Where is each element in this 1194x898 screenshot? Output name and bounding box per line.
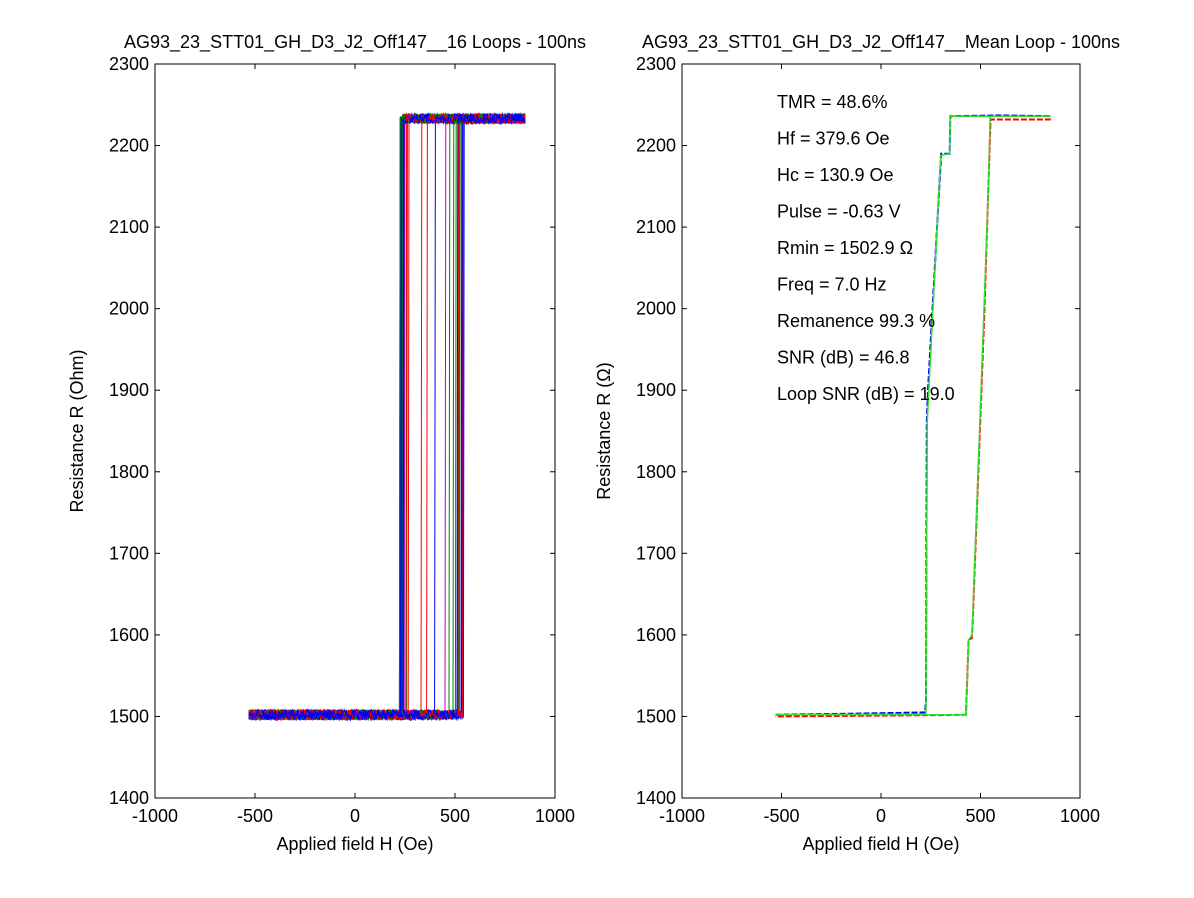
y-tick-label: 1500 bbox=[636, 706, 676, 726]
y-tick-label: 1700 bbox=[636, 543, 676, 563]
y-axis-label: Resistance R (Ω) bbox=[594, 362, 614, 500]
chart-title: AG93_23_STT01_GH_D3_J2_Off147__Mean Loop… bbox=[642, 32, 1120, 53]
y-tick-label: 2100 bbox=[109, 217, 149, 237]
y-tick-label: 1600 bbox=[109, 625, 149, 645]
fit-series-line bbox=[775, 115, 1051, 716]
plot-area bbox=[682, 64, 1080, 798]
chart-title: AG93_23_STT01_GH_D3_J2_Off147__16 Loops … bbox=[124, 32, 586, 53]
y-tick-label: 1400 bbox=[636, 788, 676, 808]
axes-2: -1000 -500 0 500 1000 1400 1500 1600 1700 1800 190… bbox=[594, 32, 1120, 854]
y-tick-label: 2000 bbox=[109, 299, 149, 319]
y-tick-label: 1600 bbox=[636, 625, 676, 645]
annotation-text: Loop SNR (dB) = 19.0 bbox=[777, 384, 955, 404]
x-tick-label: 500 bbox=[965, 806, 995, 826]
annotation-text: Remanence 99.3 % bbox=[777, 311, 935, 331]
x-tick-label: 1000 bbox=[1060, 806, 1100, 826]
loop-line-16 bbox=[248, 112, 526, 722]
x-tick-label: 1000 bbox=[535, 806, 575, 826]
y-tick-label: 1800 bbox=[636, 462, 676, 482]
x-tick-label: -500 bbox=[237, 806, 273, 826]
x-tick-label: -1000 bbox=[132, 806, 178, 826]
y-tick-label: 1500 bbox=[109, 706, 149, 726]
x-tick-label: -1000 bbox=[659, 806, 705, 826]
annotation-text: SNR (dB) = 46.8 bbox=[777, 348, 910, 368]
y-tick-label: 2000 bbox=[636, 299, 676, 319]
annotation-text: TMR = 48.6% bbox=[777, 92, 888, 112]
x-tick-label: 0 bbox=[350, 806, 360, 826]
plot-area bbox=[155, 64, 555, 798]
y-tick-label: 1700 bbox=[109, 543, 149, 563]
data-lines bbox=[775, 114, 1051, 718]
annotation-text: Rmin = 1502.9 Ω bbox=[777, 238, 913, 258]
annotation-text: Pulse = -0.63 V bbox=[777, 202, 901, 222]
x-axis-label: Applied field H (Oe) bbox=[802, 834, 959, 854]
y-tick-label: 1400 bbox=[109, 788, 149, 808]
y-axis-label: Resistance R (Ohm) bbox=[67, 349, 87, 512]
x-tick-label: -500 bbox=[763, 806, 799, 826]
y-tick-label: 1900 bbox=[636, 380, 676, 400]
annotation-text: Hf = 379.6 Oe bbox=[777, 129, 890, 149]
x-tick-label: 500 bbox=[440, 806, 470, 826]
y-tick-label: 2200 bbox=[109, 136, 149, 156]
y-tick-label: 1800 bbox=[109, 462, 149, 482]
x-axis-label: Applied field H (Oe) bbox=[276, 834, 433, 854]
data-lines bbox=[248, 111, 526, 722]
annotation-text: Hc = 130.9 Oe bbox=[777, 165, 894, 185]
annotation-text: Freq = 7.0 Hz bbox=[777, 275, 887, 295]
x-tick-label: 0 bbox=[876, 806, 886, 826]
y-tick-label: 2100 bbox=[636, 217, 676, 237]
y-tick-label: 1900 bbox=[109, 380, 149, 400]
y-tick-label: 2300 bbox=[109, 54, 149, 74]
axes-1: -1000 -500 0 500 1000 1400 1500 1600 1700 1800 190… bbox=[67, 32, 586, 854]
y-tick-label: 2300 bbox=[636, 54, 676, 74]
y-tick-label: 2200 bbox=[636, 136, 676, 156]
